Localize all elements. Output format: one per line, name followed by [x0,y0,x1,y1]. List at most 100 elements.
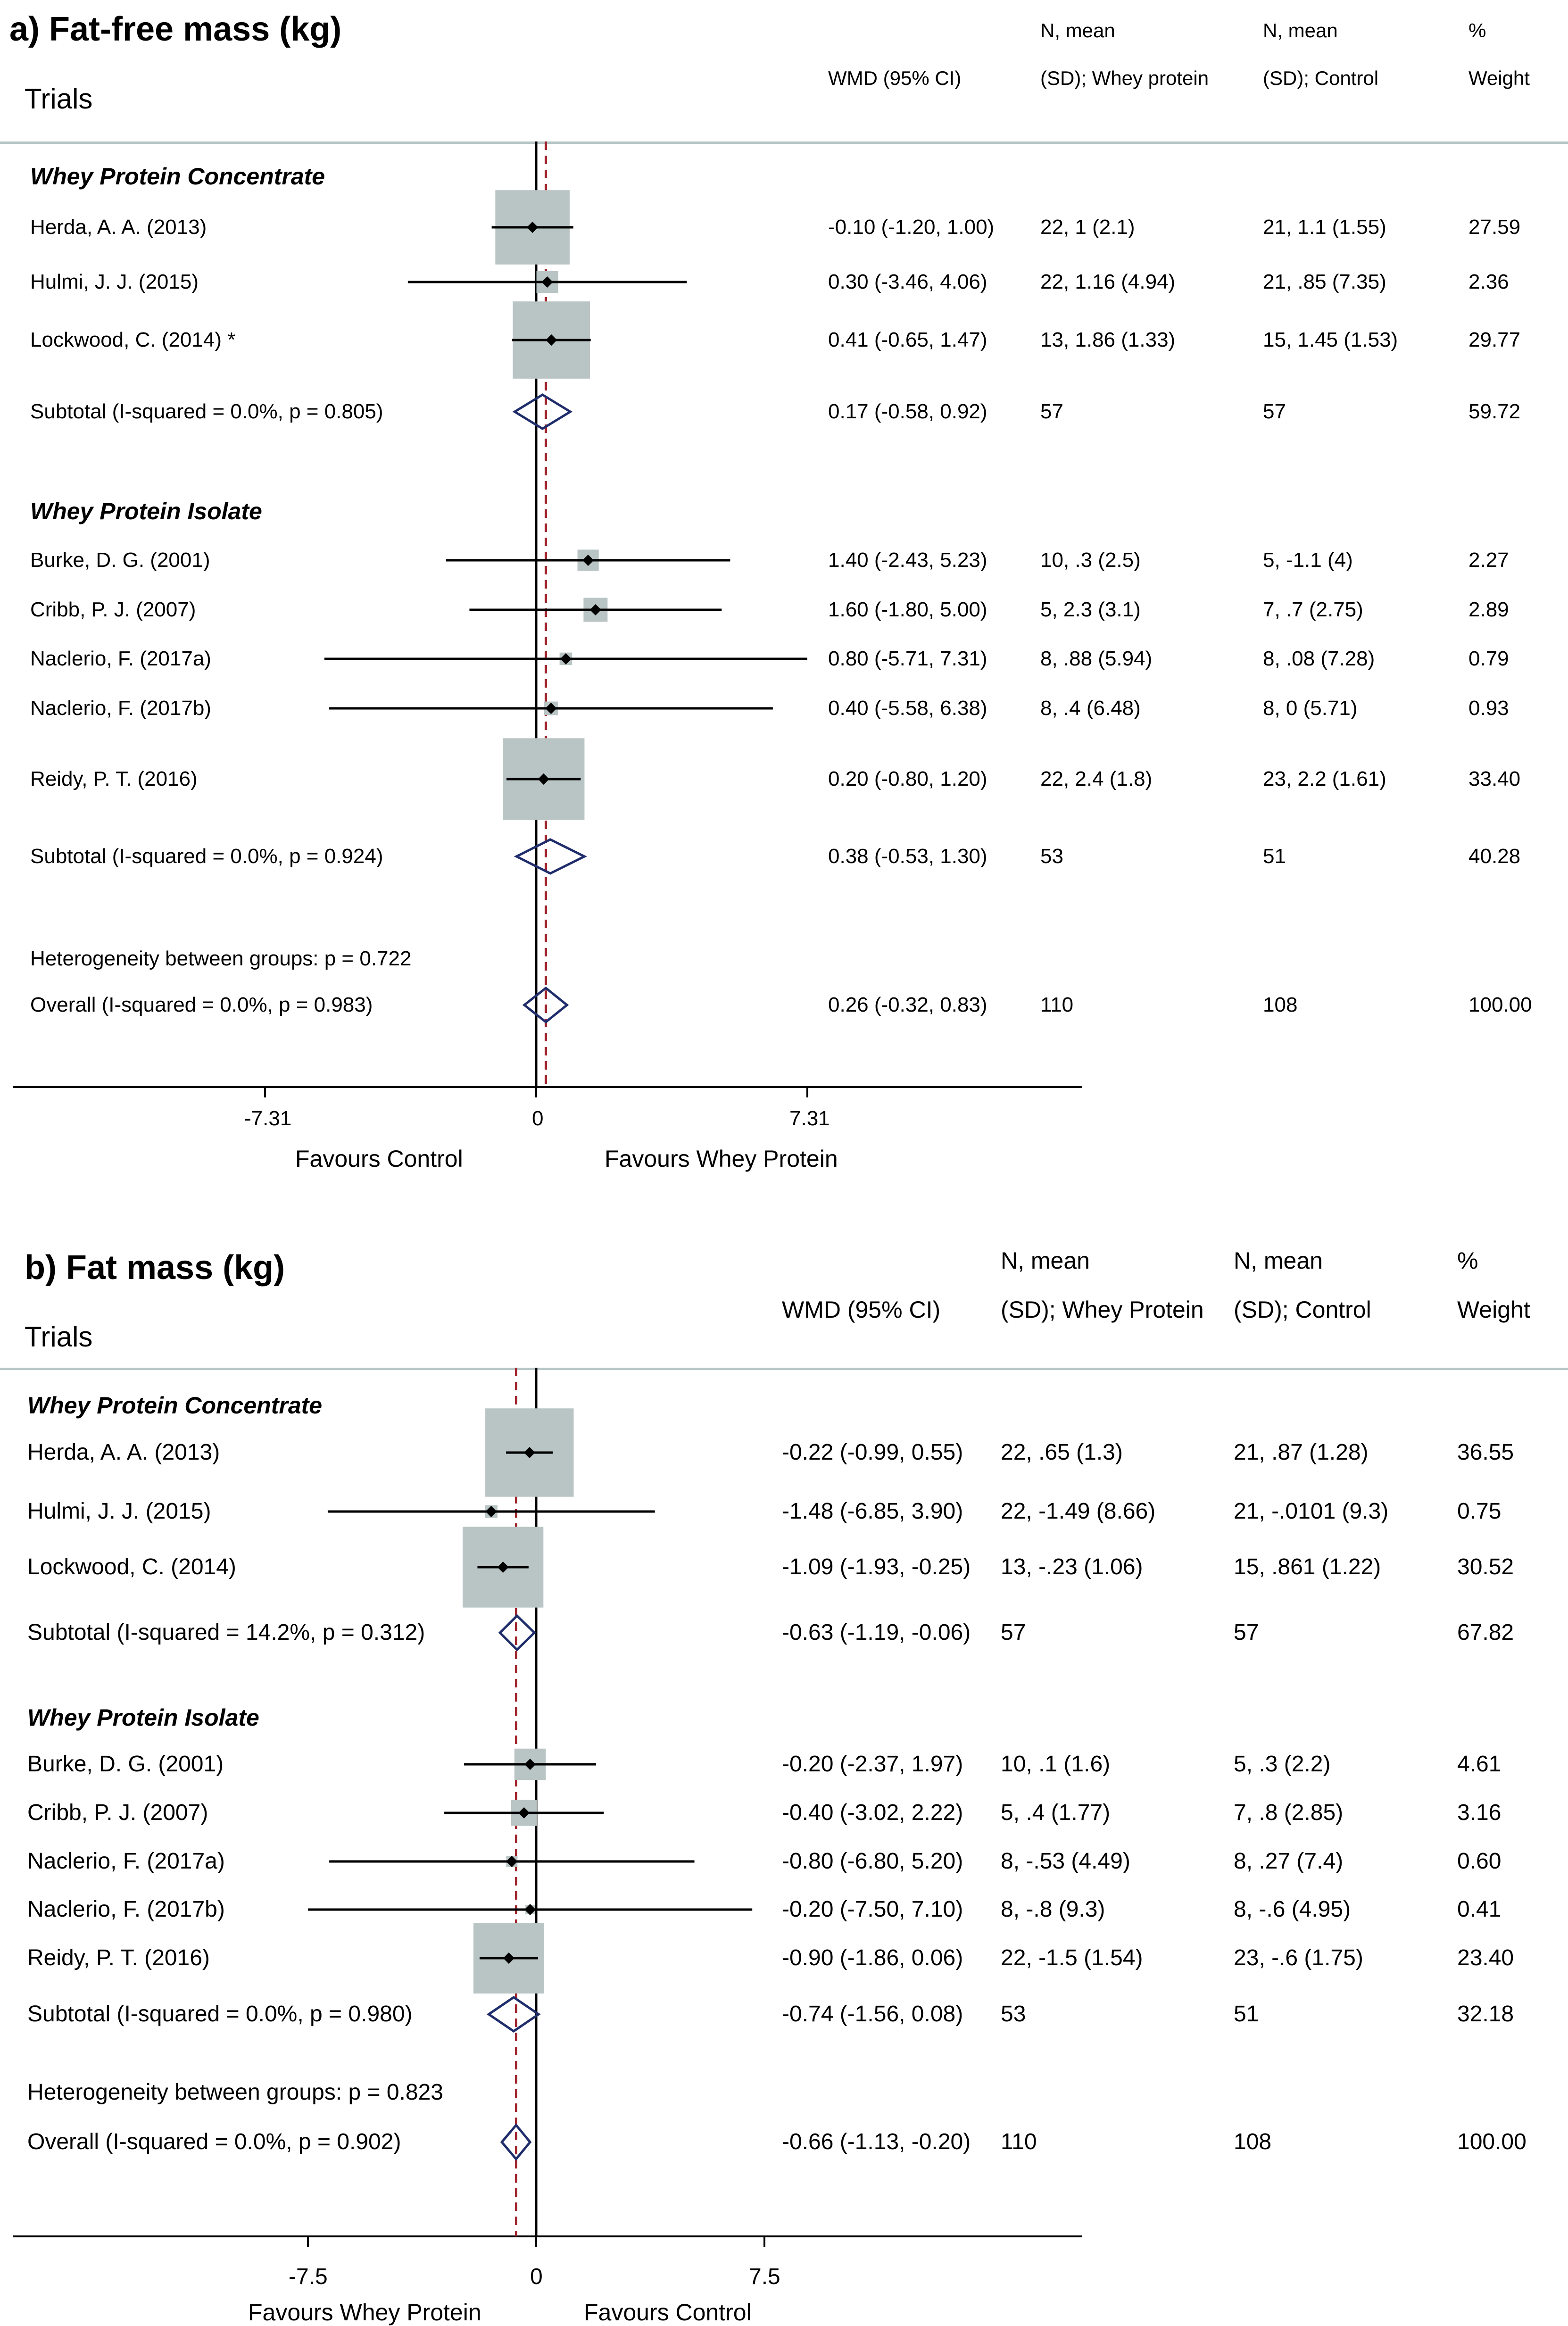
control-cell: 23, 2.2 (1.61) [1263,767,1386,790]
wmd-cell: -0.66 (-1.13, -0.20) [782,2129,971,2154]
study-label: Cribb, P. J. (2007) [30,598,196,621]
wmd-cell: -0.20 (-7.50, 7.10) [782,1897,963,1922]
whey-cell: 57 [1001,1620,1026,1645]
whey-cell: 22, -1.49 (8.66) [1001,1499,1156,1524]
subtotal-diamond [486,1995,541,2033]
control-cell: 8, .27 (7.4) [1234,1849,1344,1874]
group-label: Whey Protein Isolate [27,1704,259,1731]
trials-header: Trials [25,1321,93,1353]
weight-cell: 4.61 [1457,1752,1502,1777]
study-label: Herda, A. A. (2013) [27,1440,220,1465]
subtotal-diamond [514,838,587,875]
weight-cell: 0.41 [1457,1897,1502,1922]
wmd-cell: -1.09 (-1.93, -0.25) [782,1554,971,1579]
whey-cell: 8, -.53 (4.49) [1001,1849,1130,1874]
control-cell: 7, .8 (2.85) [1234,1800,1344,1825]
point-estimate [497,1562,509,1573]
control-cell: 51 [1234,2002,1259,2027]
favours-left-label: Favours Whey Protein [248,2299,481,2326]
study-label: Lockwood, C. (2014) [27,1554,236,1579]
subtotal-label: Subtotal (I-squared = 0.0%, p = 0.924) [30,845,383,868]
col-header-wmd: WMD (95% CI) [782,1296,941,1323]
study-label: Reidy, P. T. (2016) [27,1945,210,1970]
col-header-control-2: (SD); Control [1234,1296,1371,1323]
control-cell: 21, 1.1 (1.55) [1263,216,1386,239]
control-cell: 5, .3 (2.2) [1234,1752,1331,1777]
control-cell: 108 [1234,2129,1272,2154]
study-label: Naclerio, F. (2017b) [30,697,211,720]
point-estimate [538,773,549,785]
control-cell: 5, -1.1 (4) [1263,548,1353,572]
wmd-cell: -1.48 (-6.85, 3.90) [782,1499,963,1524]
point-estimate [524,1904,536,1915]
forest-plot-area [13,1368,1082,2247]
weight-cell: 33.40 [1468,767,1521,790]
weight-cell: 32.18 [1457,2002,1514,2027]
whey-cell: 22, .65 (1.3) [1001,1440,1123,1465]
forest-plot-area [13,141,1082,1097]
group-label: Whey Protein Isolate [30,498,262,524]
control-cell: 21, -.0101 (9.3) [1234,1499,1389,1524]
wmd-cell: -0.63 (-1.19, -0.06) [782,1620,971,1645]
weight-cell: 2.36 [1468,270,1509,293]
whey-cell: 57 [1040,400,1063,423]
col-header-control-1: N, mean [1263,19,1338,42]
subtotal-diamond [498,1614,536,1652]
control-cell: 57 [1234,1620,1259,1645]
weight-cell: 30.52 [1457,1554,1514,1579]
panel-title: a) Fat-free mass (kg) [9,10,342,48]
study-label: Herda, A. A. (2013) [30,216,207,239]
control-cell: 21, .87 (1.28) [1234,1440,1369,1465]
whey-cell: 10, .1 (1.6) [1001,1752,1111,1777]
trials-header: Trials [25,83,93,115]
control-cell: 7, .7 (2.75) [1263,598,1363,621]
wmd-cell: -0.20 (-2.37, 1.97) [782,1752,963,1777]
whey-cell: 5, 2.3 (3.1) [1040,598,1141,621]
point-estimate [503,1952,514,1964]
point-estimate [560,653,572,665]
weight-cell: 0.93 [1468,697,1509,720]
wmd-cell: -0.90 (-1.86, 0.06) [782,1945,963,1970]
weight-cell: 27.59 [1468,216,1521,239]
forest-plot-fat-free-mass: a) Fat-free mass (kg) Trials WMD (95% CI… [0,10,1568,1172]
whey-cell: 22, 2.4 (1.8) [1040,767,1153,790]
x-tick-label: -7.31 [244,1107,292,1130]
whey-cell: 53 [1001,2002,1026,2027]
weight-cell: 23.40 [1457,1945,1514,1970]
wmd-cell: 0.30 (-3.46, 4.06) [828,270,987,293]
col-header-weight-2: Weight [1457,1296,1530,1323]
control-cell: 57 [1263,400,1286,423]
whey-cell: 10, .3 (2.5) [1040,548,1141,572]
study-label: Hulmi, J. J. (2015) [30,270,199,293]
header-rule [0,1368,1568,1370]
control-cell: 108 [1263,993,1298,1016]
weight-cell: 100.00 [1457,2129,1527,2154]
wmd-cell: -0.80 (-6.80, 5.20) [782,1849,963,1874]
wmd-cell: -0.74 (-1.56, 0.08) [782,2002,963,2027]
forest-plot-fat-mass: b) Fat mass (kg) Trials WMD (95% CI) N, … [0,1207,1568,2326]
weight-cell: 40.28 [1468,845,1521,868]
study-label: Burke, D. G. (2001) [30,548,210,572]
col-header-whey-2: (SD); Whey Protein [1001,1296,1204,1323]
header-rule [0,141,1568,144]
subtotal-label: Subtotal (I-squared = 14.2%, p = 0.312) [27,1620,425,1645]
study-label: Naclerio, F. (2017a) [30,647,211,670]
whey-cell: 13, 1.86 (1.33) [1040,328,1176,351]
group-label: Whey Protein Concentrate [30,163,325,190]
study-label: Naclerio, F. (2017a) [27,1849,225,1874]
control-cell: 15, .861 (1.22) [1234,1554,1381,1579]
point-estimate [582,555,594,566]
point-estimate [527,222,539,233]
point-estimate [506,1856,518,1867]
control-cell: 23, -.6 (1.75) [1234,1945,1363,1970]
weight-cell: 2.89 [1468,598,1509,621]
favours-left-label: Favours Control [295,1146,463,1172]
wmd-cell: -0.40 (-3.02, 2.22) [782,1800,963,1825]
x-tick-label: 7.5 [749,2264,780,2289]
heterogeneity-text: Heterogeneity between groups: p = 0.823 [27,2080,443,2105]
col-header-whey-1: N, mean [1040,19,1115,42]
point-estimate [518,1807,530,1819]
weight-cell: 0.75 [1457,1499,1502,1524]
point-estimate [545,703,557,714]
heterogeneity-text: Heterogeneity between groups: p = 0.722 [30,947,412,970]
